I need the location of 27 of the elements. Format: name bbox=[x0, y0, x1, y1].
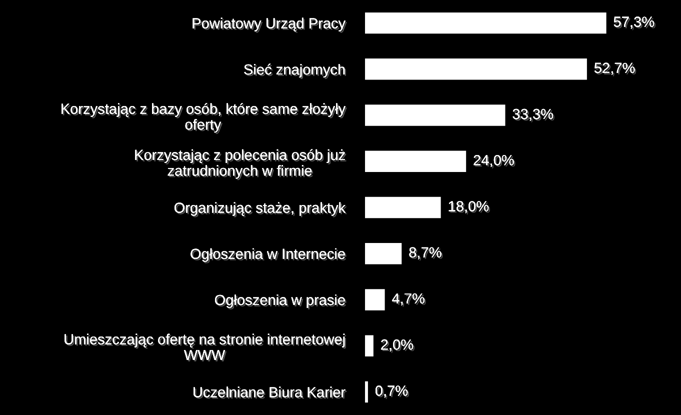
data-label: 52,7% bbox=[594, 62, 636, 76]
data-label: 0,7% bbox=[375, 386, 410, 399]
data-label: 8,7% bbox=[409, 247, 443, 261]
data-label: 57,3% bbox=[614, 16, 656, 30]
data-label: 18,0% bbox=[448, 201, 490, 215]
bar bbox=[365, 150, 466, 172]
bar bbox=[365, 104, 506, 126]
y-tick-label: Powiatowy Urząd Pracy bbox=[192, 18, 347, 33]
data-label: 33,3% bbox=[512, 108, 554, 122]
y-tick-label: Organizując staże, praktyk bbox=[174, 202, 347, 218]
y-tick-label: Umieszczając ofertę na stronie internetowej WWW bbox=[64, 334, 346, 362]
bar bbox=[365, 196, 441, 218]
bar bbox=[365, 381, 368, 403]
y-tick-label: Korzystając z polecenia osób już zatrudnionych w firmie bbox=[135, 149, 346, 180]
y-tick-label: Sieć znajomych bbox=[244, 64, 346, 79]
bar bbox=[365, 289, 385, 310]
y-tick-label: Uczelniane Biura Karier bbox=[194, 386, 347, 399]
bar bbox=[365, 12, 606, 34]
bar bbox=[365, 243, 402, 264]
bar bbox=[365, 58, 587, 80]
bar bbox=[365, 335, 374, 356]
y-tick-label: Ogłoszenia w prasie bbox=[214, 294, 346, 310]
data-label: 2,0% bbox=[381, 339, 414, 353]
data-label: 4,7% bbox=[392, 293, 426, 307]
y-tick-label: Korzystając z bazy osób, które same złożyły oferty bbox=[61, 103, 347, 134]
y-tick-label: Ogłoszenia w Internecie bbox=[190, 248, 346, 264]
data-label: 24,0% bbox=[474, 154, 516, 168]
